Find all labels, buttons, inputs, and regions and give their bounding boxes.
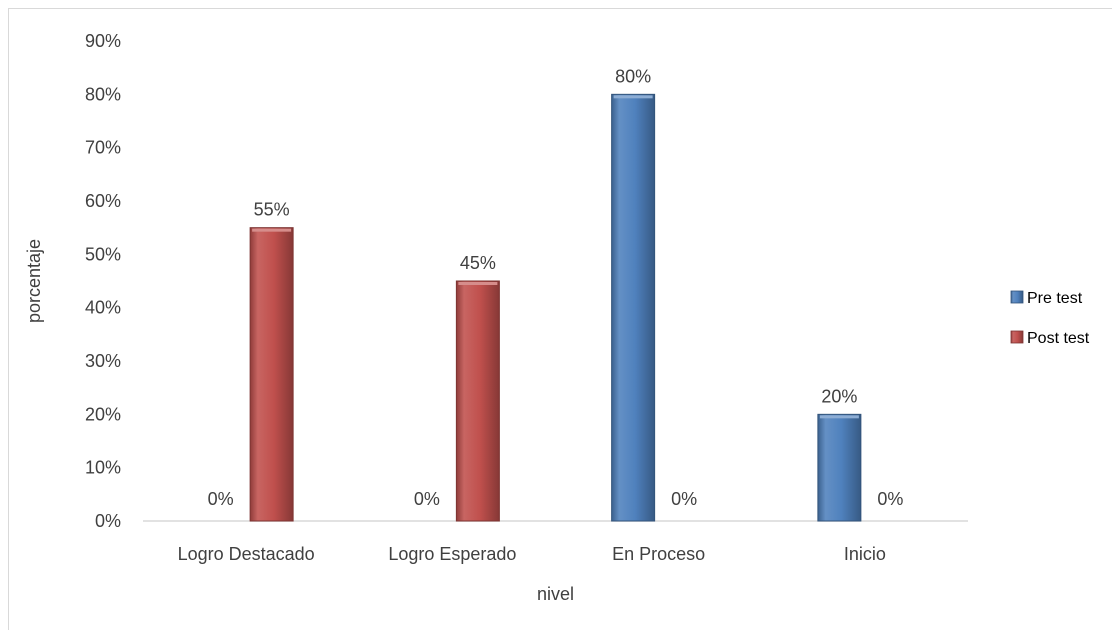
y-tick-label: 20% xyxy=(85,404,121,424)
category-label: Inicio xyxy=(844,544,886,564)
data-label: 80% xyxy=(615,66,651,86)
bar-post-test xyxy=(249,227,294,522)
y-axis-ticks: 0% 10% 20% 30% 40% 50% 60% 70% 80% 90% xyxy=(85,31,121,531)
bar-pre-test xyxy=(611,93,656,522)
data-label: 0% xyxy=(414,489,440,509)
y-tick-label: 70% xyxy=(85,138,121,158)
data-labels: 0% 55% 0% 45% 80% 0% 20% 0% xyxy=(208,66,904,509)
legend-label: Post test xyxy=(1027,330,1090,347)
category-label: Logro Esperado xyxy=(388,544,516,564)
bar-pre-test xyxy=(817,413,862,522)
category-labels: Logro Destacado Logro Esperado En Proceso I… xyxy=(178,544,886,564)
y-tick-label: 50% xyxy=(85,244,121,264)
y-axis-title: porcentaje xyxy=(24,239,44,323)
data-label: 20% xyxy=(821,386,857,406)
bars xyxy=(249,93,862,522)
data-label: 55% xyxy=(254,200,290,220)
bar-highlight xyxy=(252,228,292,232)
y-tick-label: 80% xyxy=(85,84,121,104)
bar-highlight xyxy=(613,95,653,99)
data-label: 0% xyxy=(208,489,234,509)
legend: Pre test Post test xyxy=(1010,290,1090,347)
data-label: 0% xyxy=(877,489,903,509)
y-tick-label: 60% xyxy=(85,191,121,211)
category-label: En Proceso xyxy=(612,544,705,564)
bar-highlight xyxy=(458,282,498,285)
y-tick-label: 0% xyxy=(95,511,121,531)
y-tick-label: 40% xyxy=(85,298,121,318)
bar-post-test xyxy=(455,280,500,522)
y-tick-label: 90% xyxy=(85,31,121,51)
legend-label: Pre test xyxy=(1027,290,1083,307)
chart-frame xyxy=(8,8,1112,630)
category-label: Logro Destacado xyxy=(178,544,315,564)
y-tick-label: 10% xyxy=(85,458,121,478)
data-label: 0% xyxy=(671,489,697,509)
bar-highlight xyxy=(819,415,859,419)
legend-swatch xyxy=(1010,330,1024,344)
legend-swatch xyxy=(1010,290,1024,304)
y-tick-label: 30% xyxy=(85,351,121,371)
x-axis-title: nivel xyxy=(537,584,574,604)
data-label: 45% xyxy=(460,253,496,273)
